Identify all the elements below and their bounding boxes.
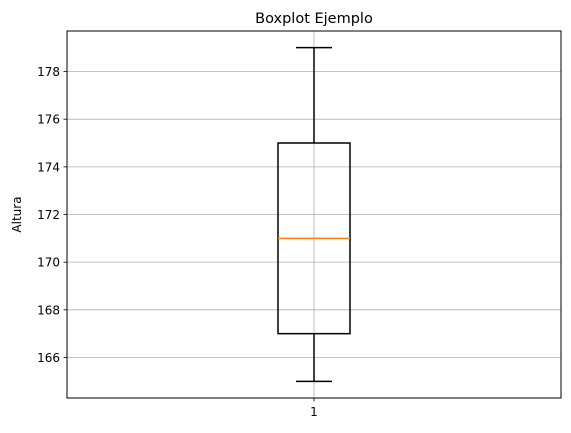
y-tick-label: 178 [37, 65, 60, 79]
y-tick-label: 170 [37, 256, 60, 270]
box-layer [277, 46, 351, 383]
y-tick-label: 174 [37, 160, 60, 174]
y-axis-label: Altura [10, 196, 24, 232]
x-tick-label: 1 [310, 405, 318, 419]
chart-title: Boxplot Ejemplo [255, 11, 373, 27]
tick-layer: 166 168 170 172 174 176 178 1 [37, 65, 318, 419]
y-tick-label: 168 [37, 303, 60, 317]
y-tick-label: 166 [37, 351, 60, 365]
y-tick-label: 172 [37, 208, 60, 222]
y-tick-label: 176 [37, 113, 60, 127]
